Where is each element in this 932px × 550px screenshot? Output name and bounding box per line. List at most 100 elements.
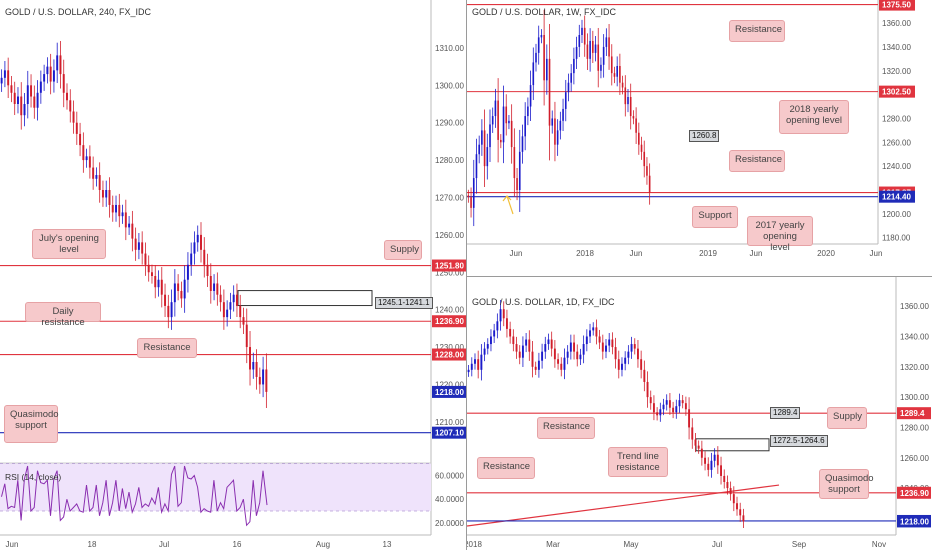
candle-body [656,412,659,416]
candle-body [167,305,170,318]
price-tick-label: 1340.00 [882,43,911,52]
price-tick-label: 1180.00 [882,234,911,243]
price-tag: 1302.50 [879,85,915,98]
price-tag-bg [897,515,931,528]
candle-body [688,409,691,428]
price-tick-label: 1280.00 [882,114,911,123]
price-tag-label: 1289.4 [900,409,925,418]
candle-body [608,37,610,57]
annotation-quasimodo-support-d1: Quasimodo support [819,469,874,499]
candle-body [196,234,199,243]
rsi-tick-label: 40.0000 [435,495,464,504]
candle-body [585,336,588,345]
price-tick-label: 1260.00 [900,454,929,463]
candle-body [535,52,537,63]
candle-body [170,302,173,318]
chart-d1-panel[interactable]: 1220.001240.001260.001280.001300.001320.… [467,277,932,550]
candle-body [134,238,137,250]
candle-body [82,145,85,161]
candle-body [537,37,540,53]
price-tick-label: 1280.00 [435,156,464,165]
horizontal-divider [467,276,932,277]
candle-body [541,351,544,361]
candle-body [601,342,604,352]
candle-body [710,460,713,470]
candle-body [518,151,521,190]
price-tick-label: 1260.00 [882,138,911,147]
annotation-supply: Supply [384,240,422,260]
candle-body [105,190,108,198]
time-tick-label: Aug [316,540,330,549]
candle-body [697,445,700,449]
price-tag-bg [432,315,466,328]
candle-body [597,44,600,71]
rsi-band [0,463,431,512]
candle-body [624,357,627,364]
candle-body [510,120,513,148]
candle-body [551,118,554,126]
candle-body [595,327,598,337]
candle-body [141,242,144,254]
price-tick-label: 1320.00 [900,363,929,372]
candle-body [617,359,620,370]
candle-body [483,348,486,355]
candle-body [497,100,499,140]
price-tick-label: 1360.00 [900,302,929,311]
price-tick-label: 1290.00 [435,119,464,128]
candle-body [131,223,134,239]
chart-w1-panel[interactable]: 1180.001200.001220.001240.001260.001280.… [467,0,932,276]
candle-body [186,264,189,280]
candle-body [675,406,678,413]
price-tag: 1236.90 [897,486,931,499]
candle-body [245,324,248,348]
candle-body [736,503,738,510]
candle-body [521,345,524,358]
candle-body [610,56,613,74]
candle-body [98,175,101,190]
candle-body [691,427,694,440]
candle-body [578,35,581,47]
price-tick-label: 1220.00 [435,380,464,389]
candle-body [121,212,124,217]
candle-body [562,108,564,121]
candle-body [59,55,62,75]
annotation-resistance-d1-lower: Resistance [477,457,535,479]
candle-body [512,336,515,345]
candle-body [481,130,483,145]
candle-body [716,454,719,466]
candle-body [75,122,78,134]
chart-h4[interactable]: 1210.00 1220.00 1230.00 1240.00 1250.00 1260.… [0,0,466,550]
price-tick-label: 1300.00 [435,81,464,90]
candle-body [633,344,636,349]
price-tag-bg [432,348,466,361]
annotation-daily-resistance: Daily resistance [25,302,101,328]
candle-body [43,74,46,82]
candle-body [95,175,98,179]
candle-body [49,66,52,82]
candle-body [46,66,49,75]
candle-body [232,294,235,303]
candle-body [10,85,13,93]
candle-body [242,317,245,325]
price-tag: 1251.80 [432,259,466,272]
chart-d1[interactable]: 1220.001240.001260.001280.001300.001320.… [467,277,932,550]
candle-body [681,400,684,404]
price-tag-label: 1375.50 [882,1,911,10]
price-tick-label: 1260.00 [435,231,464,240]
candle-body [235,294,238,306]
price-tag: 1218.00 [432,385,466,398]
time-tick-label: 13 [383,540,392,549]
chart-w1[interactable]: 1180.001200.001220.001240.001260.001280.… [467,0,932,276]
candle-body [509,328,512,337]
candle-body [118,204,121,217]
candle-body [544,344,547,352]
candle-body [239,305,242,318]
candle-body [547,339,550,345]
price-tag-bg [432,426,466,439]
time-tick-label: Jun [870,249,883,258]
candle-body [532,62,535,86]
candle-body [173,283,176,303]
price-tag: 1218.00 [897,515,931,528]
chart-h4-panel[interactable]: 1210.00 1220.00 1230.00 1240.00 1250.00 1260.… [0,0,466,550]
candle-body [646,381,649,398]
